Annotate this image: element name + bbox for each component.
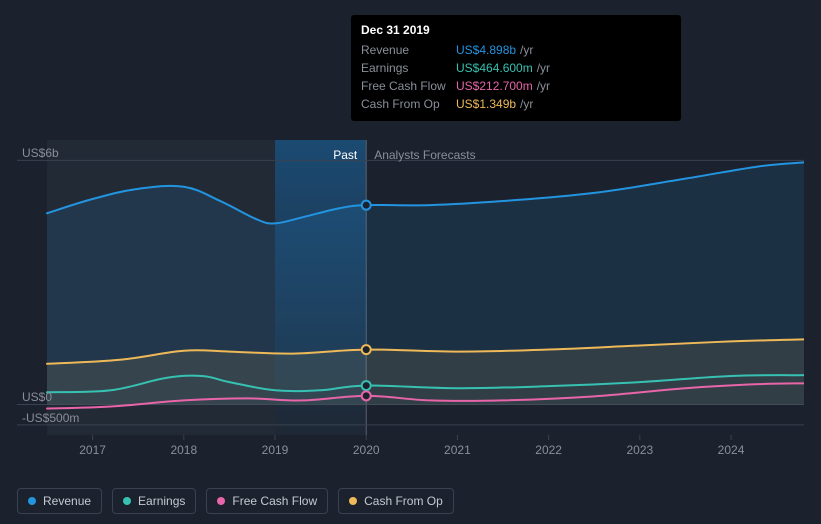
legend-item-cash-from-op[interactable]: Cash From Op (338, 488, 454, 514)
legend-item-earnings[interactable]: Earnings (112, 488, 196, 514)
tooltip-date: Dec 31 2019 (361, 23, 671, 37)
segment-label-past: Past (333, 148, 357, 162)
segment-label-forecast: Analysts Forecasts (374, 148, 475, 162)
tooltip-row: Free Cash Flow US$212.700m /yr (361, 77, 671, 95)
tooltip-label: Cash From Op (361, 97, 456, 111)
x-axis-label: 2024 (718, 443, 745, 457)
chart-tooltip: Dec 31 2019 Revenue US$4.898b /yr Earnin… (351, 15, 681, 121)
legend-dot-icon (217, 497, 225, 505)
tooltip-label: Free Cash Flow (361, 79, 456, 93)
legend-dot-icon (28, 497, 36, 505)
x-axis-label: 2018 (170, 443, 197, 457)
legend-label: Revenue (43, 494, 91, 508)
y-axis-label: -US$500m (22, 411, 79, 425)
tooltip-unit: /yr (520, 43, 533, 57)
x-axis-label: 2023 (626, 443, 653, 457)
tooltip-label: Revenue (361, 43, 456, 57)
tooltip-value: US$1.349b (456, 97, 516, 111)
x-axis-label: 2020 (353, 443, 380, 457)
tooltip-unit: /yr (520, 97, 533, 111)
x-axis-label: 2017 (79, 443, 106, 457)
tooltip-label: Earnings (361, 61, 456, 75)
legend-item-free-cash-flow[interactable]: Free Cash Flow (206, 488, 328, 514)
legend-item-revenue[interactable]: Revenue (17, 488, 102, 514)
tooltip-row: Revenue US$4.898b /yr (361, 41, 671, 59)
y-axis-label: US$6b (22, 146, 59, 160)
tooltip-row: Earnings US$464.600m /yr (361, 59, 671, 77)
tooltip-unit: /yr (537, 61, 550, 75)
x-axis-label: 2021 (444, 443, 471, 457)
legend-label: Earnings (138, 494, 185, 508)
y-axis-label: US$0 (22, 390, 52, 404)
chart-legend: Revenue Earnings Free Cash Flow Cash From O… (17, 488, 454, 514)
legend-label: Cash From Op (364, 494, 443, 508)
financials-chart: US$6b US$0 -US$500m 2017 2018 2019 2020 2021 20… (17, 120, 804, 460)
tooltip-value: US$212.700m (456, 79, 533, 93)
legend-dot-icon (123, 497, 131, 505)
tooltip-row: Cash From Op US$1.349b /yr (361, 95, 671, 113)
tooltip-unit: /yr (537, 79, 550, 93)
x-axis-label: 2022 (535, 443, 562, 457)
legend-label: Free Cash Flow (232, 494, 317, 508)
tooltip-value: US$4.898b (456, 43, 516, 57)
legend-dot-icon (349, 497, 357, 505)
x-axis-label: 2019 (262, 443, 289, 457)
tooltip-value: US$464.600m (456, 61, 533, 75)
